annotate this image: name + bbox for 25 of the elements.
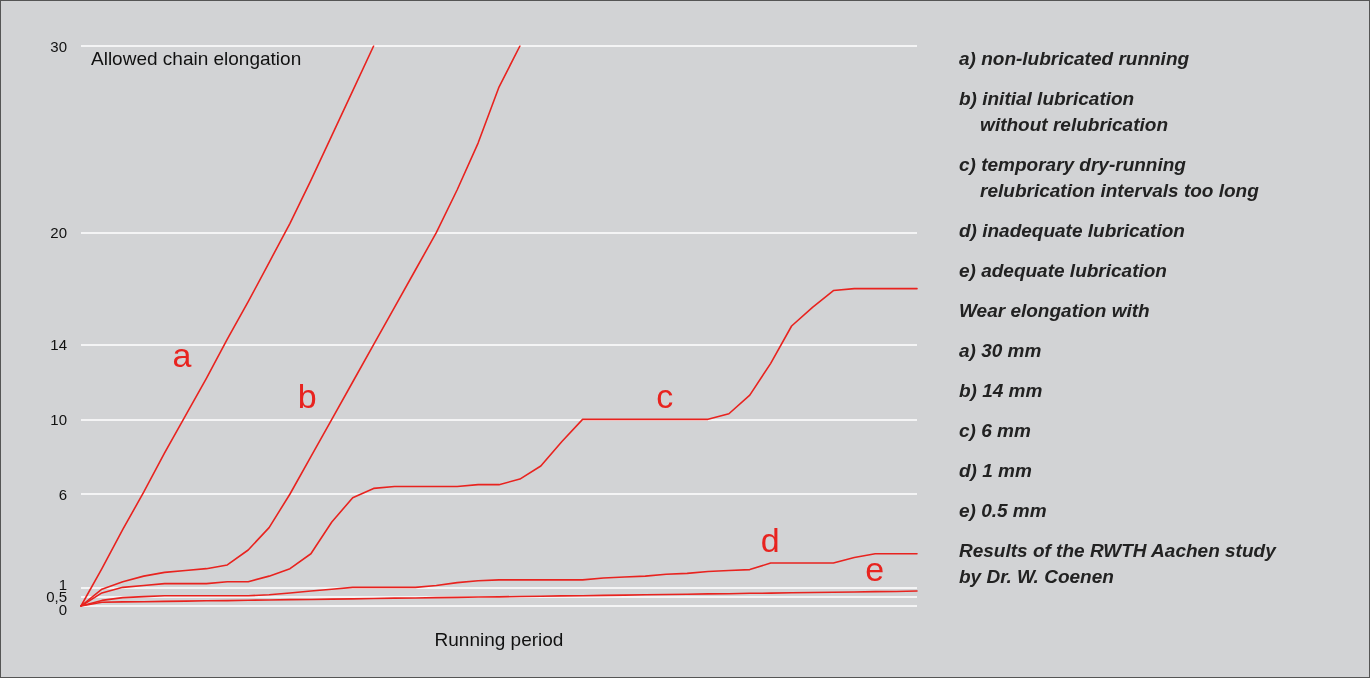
text: a) non-lubricated running bbox=[959, 47, 1190, 69]
y-tick-label: 10 bbox=[50, 410, 67, 428]
text: Results of the RWTH Aachen study by Dr. W. Coenen bbox=[959, 539, 1278, 587]
series-label: c bbox=[656, 377, 674, 416]
text: b) 14 mm bbox=[959, 379, 1043, 401]
text: d) 1 mm bbox=[959, 459, 1032, 481]
text: b) initial lubrication without relubrication bbox=[959, 87, 1168, 135]
text: c) 6 mm bbox=[959, 419, 1031, 441]
series-label: b bbox=[297, 377, 317, 416]
text: Wear elongation with bbox=[959, 299, 1150, 321]
y-tick-label: 20 bbox=[50, 224, 67, 242]
y-tick-label: 30 bbox=[50, 37, 67, 55]
text: a) 30 mm bbox=[959, 339, 1042, 361]
series-label: d bbox=[760, 521, 780, 560]
series-label: a bbox=[172, 336, 192, 375]
y-tick-label: 14 bbox=[50, 336, 67, 354]
text: e) adequate lubrication bbox=[959, 259, 1167, 281]
x-axis-title: Running period bbox=[434, 629, 564, 650]
y-tick-label: 6 bbox=[58, 485, 67, 503]
text: e) 0.5 mm bbox=[959, 499, 1047, 521]
y-tick-label: 1 bbox=[58, 575, 67, 593]
y-axis-title: Allowed chain elongation bbox=[91, 48, 302, 69]
text: c) temporary dry-running relubrication intervals too long bbox=[959, 153, 1260, 201]
text: d) inadequate lubrication bbox=[959, 219, 1185, 241]
series-label: e bbox=[865, 549, 885, 588]
